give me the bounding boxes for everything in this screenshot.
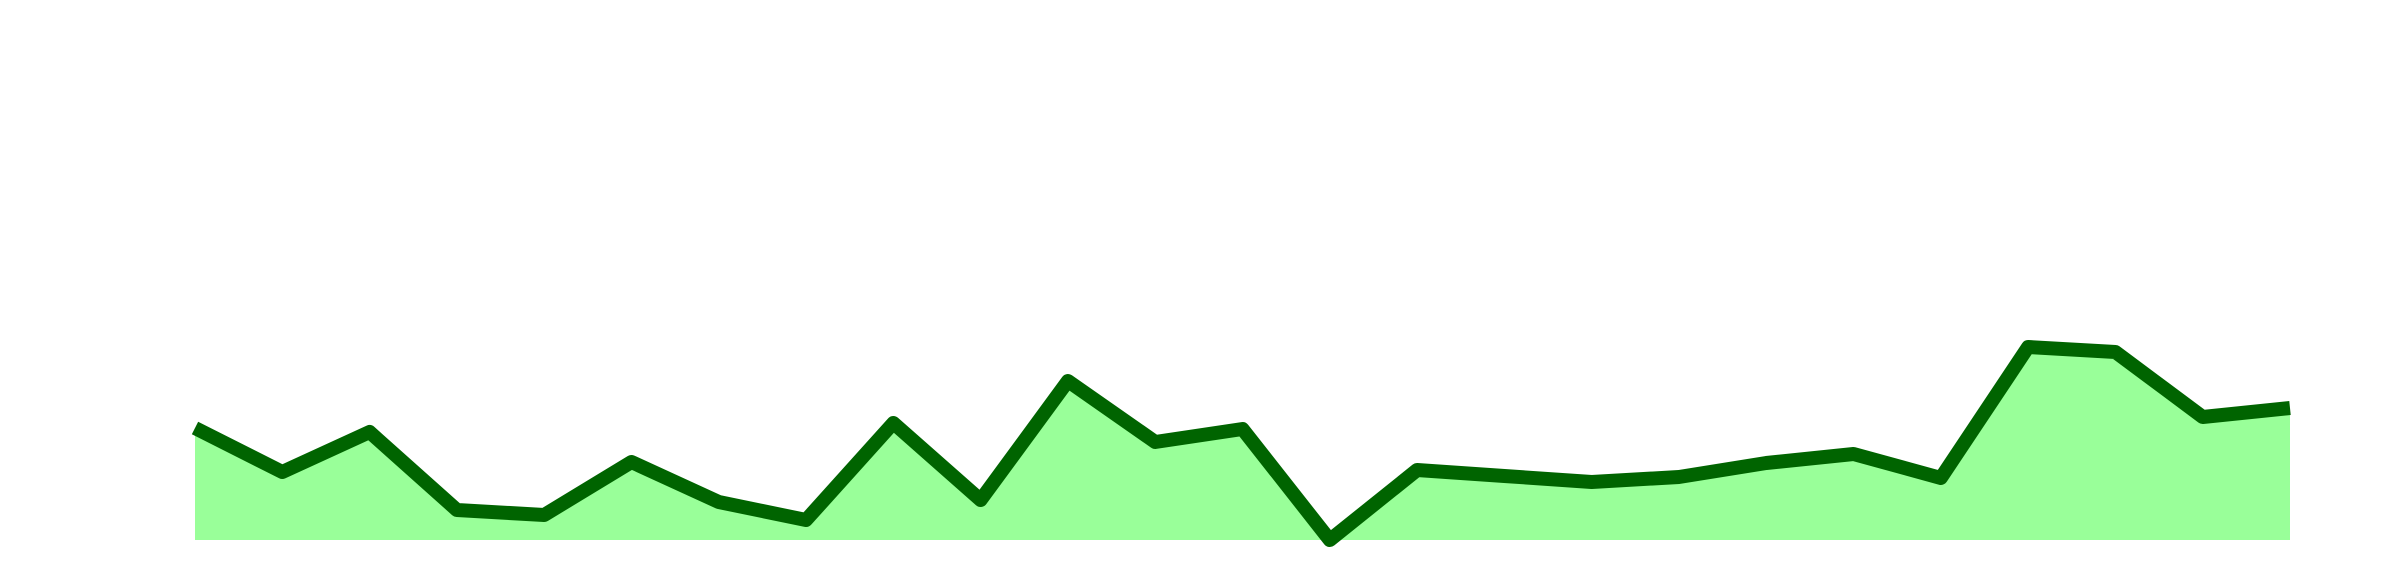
line [191,340,2291,547]
area-fill [195,347,2290,540]
